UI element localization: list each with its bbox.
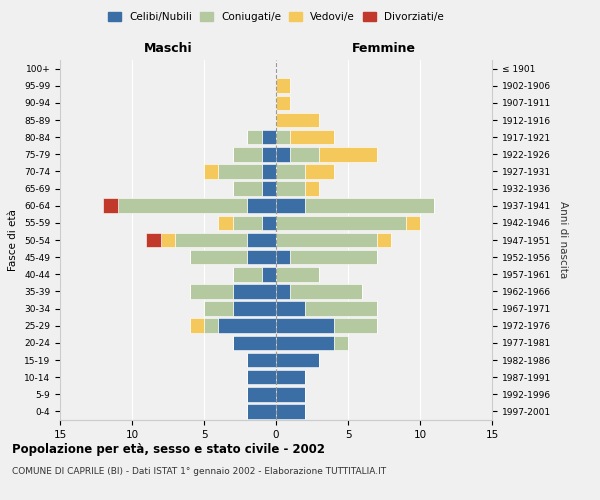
Bar	[262, 182, 276, 196]
Bar	[276, 250, 290, 264]
Bar	[247, 352, 276, 368]
Bar	[276, 147, 290, 162]
Bar	[406, 216, 420, 230]
Text: COMUNE DI CAPRILE (BI) - Dati ISTAT 1° gennaio 2002 - Elaborazione TUTTITALIA.IT: COMUNE DI CAPRILE (BI) - Dati ISTAT 1° g…	[12, 468, 386, 476]
Bar	[146, 232, 161, 248]
Bar	[276, 164, 305, 178]
Bar	[290, 147, 319, 162]
Bar	[276, 182, 305, 196]
Bar	[103, 198, 118, 213]
Bar	[319, 147, 377, 162]
Bar	[262, 147, 276, 162]
Bar	[190, 318, 204, 333]
Bar	[290, 130, 334, 144]
Bar	[276, 302, 305, 316]
Bar	[161, 232, 175, 248]
Bar	[190, 250, 247, 264]
Bar	[233, 284, 276, 298]
Bar	[262, 216, 276, 230]
Bar	[218, 216, 233, 230]
Bar	[233, 147, 262, 162]
Bar	[276, 352, 319, 368]
Bar	[276, 232, 377, 248]
Bar	[262, 267, 276, 281]
Bar	[118, 198, 247, 213]
Bar	[305, 302, 377, 316]
Y-axis label: Fasce di età: Fasce di età	[8, 209, 19, 271]
Bar	[290, 284, 362, 298]
Bar	[276, 112, 319, 128]
Bar	[233, 336, 276, 350]
Bar	[247, 130, 262, 144]
Bar	[218, 164, 262, 178]
Bar	[276, 78, 290, 93]
Bar	[247, 198, 276, 213]
Text: Maschi: Maschi	[143, 42, 193, 55]
Bar	[276, 96, 290, 110]
Bar	[262, 164, 276, 178]
Bar	[334, 318, 377, 333]
Y-axis label: Anni di nascita: Anni di nascita	[557, 202, 568, 278]
Bar	[276, 267, 319, 281]
Bar	[247, 404, 276, 418]
Bar	[276, 198, 305, 213]
Bar	[233, 182, 262, 196]
Legend: Celibi/Nubili, Coniugati/e, Vedovi/e, Divorziati/e: Celibi/Nubili, Coniugati/e, Vedovi/e, Di…	[104, 8, 448, 26]
Bar	[276, 336, 334, 350]
Bar	[247, 387, 276, 402]
Bar	[218, 318, 276, 333]
Bar	[334, 336, 348, 350]
Bar	[276, 318, 334, 333]
Bar	[175, 232, 247, 248]
Bar	[247, 250, 276, 264]
Bar	[276, 387, 305, 402]
Bar	[276, 130, 290, 144]
Bar	[276, 370, 305, 384]
Text: Femmine: Femmine	[352, 42, 416, 55]
Bar	[276, 284, 290, 298]
Bar	[204, 164, 218, 178]
Bar	[233, 267, 262, 281]
Bar	[247, 232, 276, 248]
Bar	[233, 216, 262, 230]
Bar	[290, 250, 377, 264]
Text: Popolazione per età, sesso e stato civile - 2002: Popolazione per età, sesso e stato civil…	[12, 442, 325, 456]
Bar	[262, 130, 276, 144]
Bar	[305, 198, 434, 213]
Bar	[190, 284, 233, 298]
Bar	[305, 164, 334, 178]
Bar	[377, 232, 391, 248]
Bar	[204, 318, 218, 333]
Bar	[233, 302, 276, 316]
Bar	[276, 216, 406, 230]
Bar	[305, 182, 319, 196]
Bar	[204, 302, 233, 316]
Bar	[276, 404, 305, 418]
Bar	[247, 370, 276, 384]
